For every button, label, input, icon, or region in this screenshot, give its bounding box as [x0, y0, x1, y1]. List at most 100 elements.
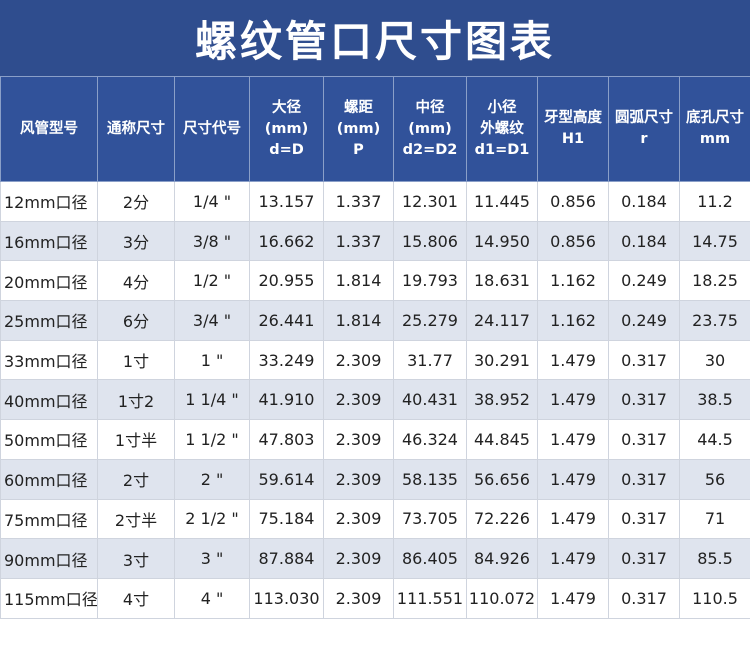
table-cell: 73.705	[393, 498, 467, 540]
table-cell: 86.405	[393, 538, 467, 579]
table-cell: 46.324	[393, 419, 467, 460]
table-cell: 4寸	[97, 577, 175, 619]
column-header-line: 外螺纹	[480, 120, 524, 137]
table-cell: 1.479	[537, 498, 609, 540]
table-cell: 0.317	[608, 538, 680, 579]
table-cell: 41.910	[249, 379, 324, 421]
column-header: 风管型号	[0, 76, 98, 182]
table-cell: 1.814	[323, 300, 394, 341]
table-cell: 3 "	[174, 538, 250, 579]
table-cell: 1 1/2 "	[174, 419, 250, 460]
table-cell: 75.184	[249, 498, 324, 540]
table-cell: 33.249	[249, 339, 324, 381]
table-cell: 44.845	[466, 419, 538, 460]
table-cell: 0.856	[537, 220, 609, 262]
table-cell: 30	[679, 339, 750, 381]
table-cell: 2 "	[174, 458, 250, 500]
table-cell: 0.856	[537, 181, 609, 222]
column-header-line: 小径	[487, 99, 517, 116]
column-header-line: mm	[699, 131, 731, 147]
thread-spec-table: 风管型号 通称尺寸 尺寸代号 大径 (mm) d=D 螺距 (mm) P 中径 (mm) d2=D2 小…	[0, 76, 750, 619]
table-cell: 16.662	[249, 220, 324, 262]
table-cell: 113.030	[249, 577, 324, 619]
table-cell: 19.793	[393, 260, 467, 302]
table-cell: 1.337	[323, 220, 394, 262]
column-header-line: (mm)	[264, 120, 309, 137]
column-header-line: H1	[561, 131, 585, 147]
table-cell: 87.884	[249, 538, 324, 579]
column-header: 螺距 (mm) P	[323, 76, 394, 182]
table-cell: 1.479	[537, 419, 609, 460]
table-row: 60mm口径 2寸 2 " 59.614 2.309 58.135 56.656 1.479 0…	[0, 458, 750, 500]
table-cell: 4分	[97, 260, 175, 302]
table-cell: 0.184	[608, 181, 680, 222]
table-cell: 13.157	[249, 181, 324, 222]
table-cell: 1.479	[537, 538, 609, 579]
column-header-line: 圆弧尺寸	[615, 110, 673, 126]
table-cell: 1.479	[537, 379, 609, 421]
column-header-line: 螺距	[344, 99, 373, 116]
column-header-line: r	[640, 131, 648, 147]
table-cell: 23.75	[679, 300, 750, 341]
table-cell: 11.2	[679, 181, 750, 222]
table-row: 20mm口径 4分 1/2 " 20.955 1.814 19.793 18.631 1.16…	[0, 260, 750, 302]
table-cell: 2.309	[323, 458, 394, 500]
table-cell: 1 "	[174, 339, 250, 381]
column-header: 圆弧尺寸 r	[608, 76, 680, 182]
column-header: 大径 (mm) d=D	[249, 76, 324, 182]
table-cell: 59.614	[249, 458, 324, 500]
table-body: 12mm口径 2分 1/4 " 13.157 1.337 12.301 11.445 0.85…	[0, 181, 750, 619]
table-cell: 72.226	[466, 498, 538, 540]
column-header-line: 通称尺寸	[107, 120, 165, 137]
table-cell: 38.5	[679, 379, 750, 421]
table-row: 75mm口径 2寸半 2 1/2 " 75.184 2.309 73.705 72.226 1…	[0, 498, 750, 540]
table-cell: 20mm口径	[0, 260, 98, 302]
table-cell: 11.445	[466, 181, 538, 222]
table-cell: 30.291	[466, 339, 538, 381]
table-cell: 0.317	[608, 498, 680, 540]
table-cell: 3/4 "	[174, 300, 250, 341]
table-cell: 2.309	[323, 577, 394, 619]
table-cell: 75mm口径	[0, 498, 98, 540]
table-cell: 3分	[97, 220, 175, 262]
table-cell: 0.249	[608, 300, 680, 341]
column-header: 尺寸代号	[174, 76, 250, 182]
table-cell: 1 1/4 "	[174, 379, 250, 421]
table-cell: 0.317	[608, 577, 680, 619]
table-cell: 110.072	[466, 577, 538, 619]
table-cell: 1.814	[323, 260, 394, 302]
table-row: 16mm口径 3分 3/8 " 16.662 1.337 15.806 14.950 0.85…	[0, 220, 750, 262]
table-cell: 85.5	[679, 538, 750, 579]
table-cell: 0.317	[608, 339, 680, 381]
table-cell: 2分	[97, 181, 175, 222]
table-cell: 0.184	[608, 220, 680, 262]
table-cell: 1/4 "	[174, 181, 250, 222]
table-cell: 0.317	[608, 419, 680, 460]
column-header-line: 牙型高度	[544, 110, 602, 126]
column-header-line: (mm)	[336, 120, 381, 137]
column-header-line: 大径	[272, 99, 301, 116]
table-cell: 47.803	[249, 419, 324, 460]
table-cell: 110.5	[679, 577, 750, 619]
table-row: 12mm口径 2分 1/4 " 13.157 1.337 12.301 11.445 0.85…	[0, 181, 750, 222]
table-cell: 1寸2	[97, 379, 175, 421]
table-cell: 58.135	[393, 458, 467, 500]
table-cell: 1寸半	[97, 419, 175, 460]
column-header-line: 中径	[415, 99, 445, 116]
table-cell: 15.806	[393, 220, 467, 262]
table-row: 33mm口径 1寸 1 " 33.249 2.309 31.77 30.291 1.479 0.…	[0, 339, 750, 381]
table-cell: 4 "	[174, 577, 250, 619]
table-row: 90mm口径 3寸 3 " 87.884 2.309 86.405 84.926 1.479 0…	[0, 538, 750, 579]
table-cell: 18.631	[466, 260, 538, 302]
column-header-line: d2=D2	[402, 141, 458, 158]
table-cell: 26.441	[249, 300, 324, 341]
table-cell: 1.162	[537, 300, 609, 341]
table-cell: 14.75	[679, 220, 750, 262]
column-header-line: 尺寸代号	[183, 120, 241, 137]
table-cell: 38.952	[466, 379, 538, 421]
table-cell: 56	[679, 458, 750, 500]
table-cell: 50mm口径	[0, 419, 98, 460]
table-cell: 0.317	[608, 458, 680, 500]
table-cell: 20.955	[249, 260, 324, 302]
table-cell: 0.317	[608, 379, 680, 421]
